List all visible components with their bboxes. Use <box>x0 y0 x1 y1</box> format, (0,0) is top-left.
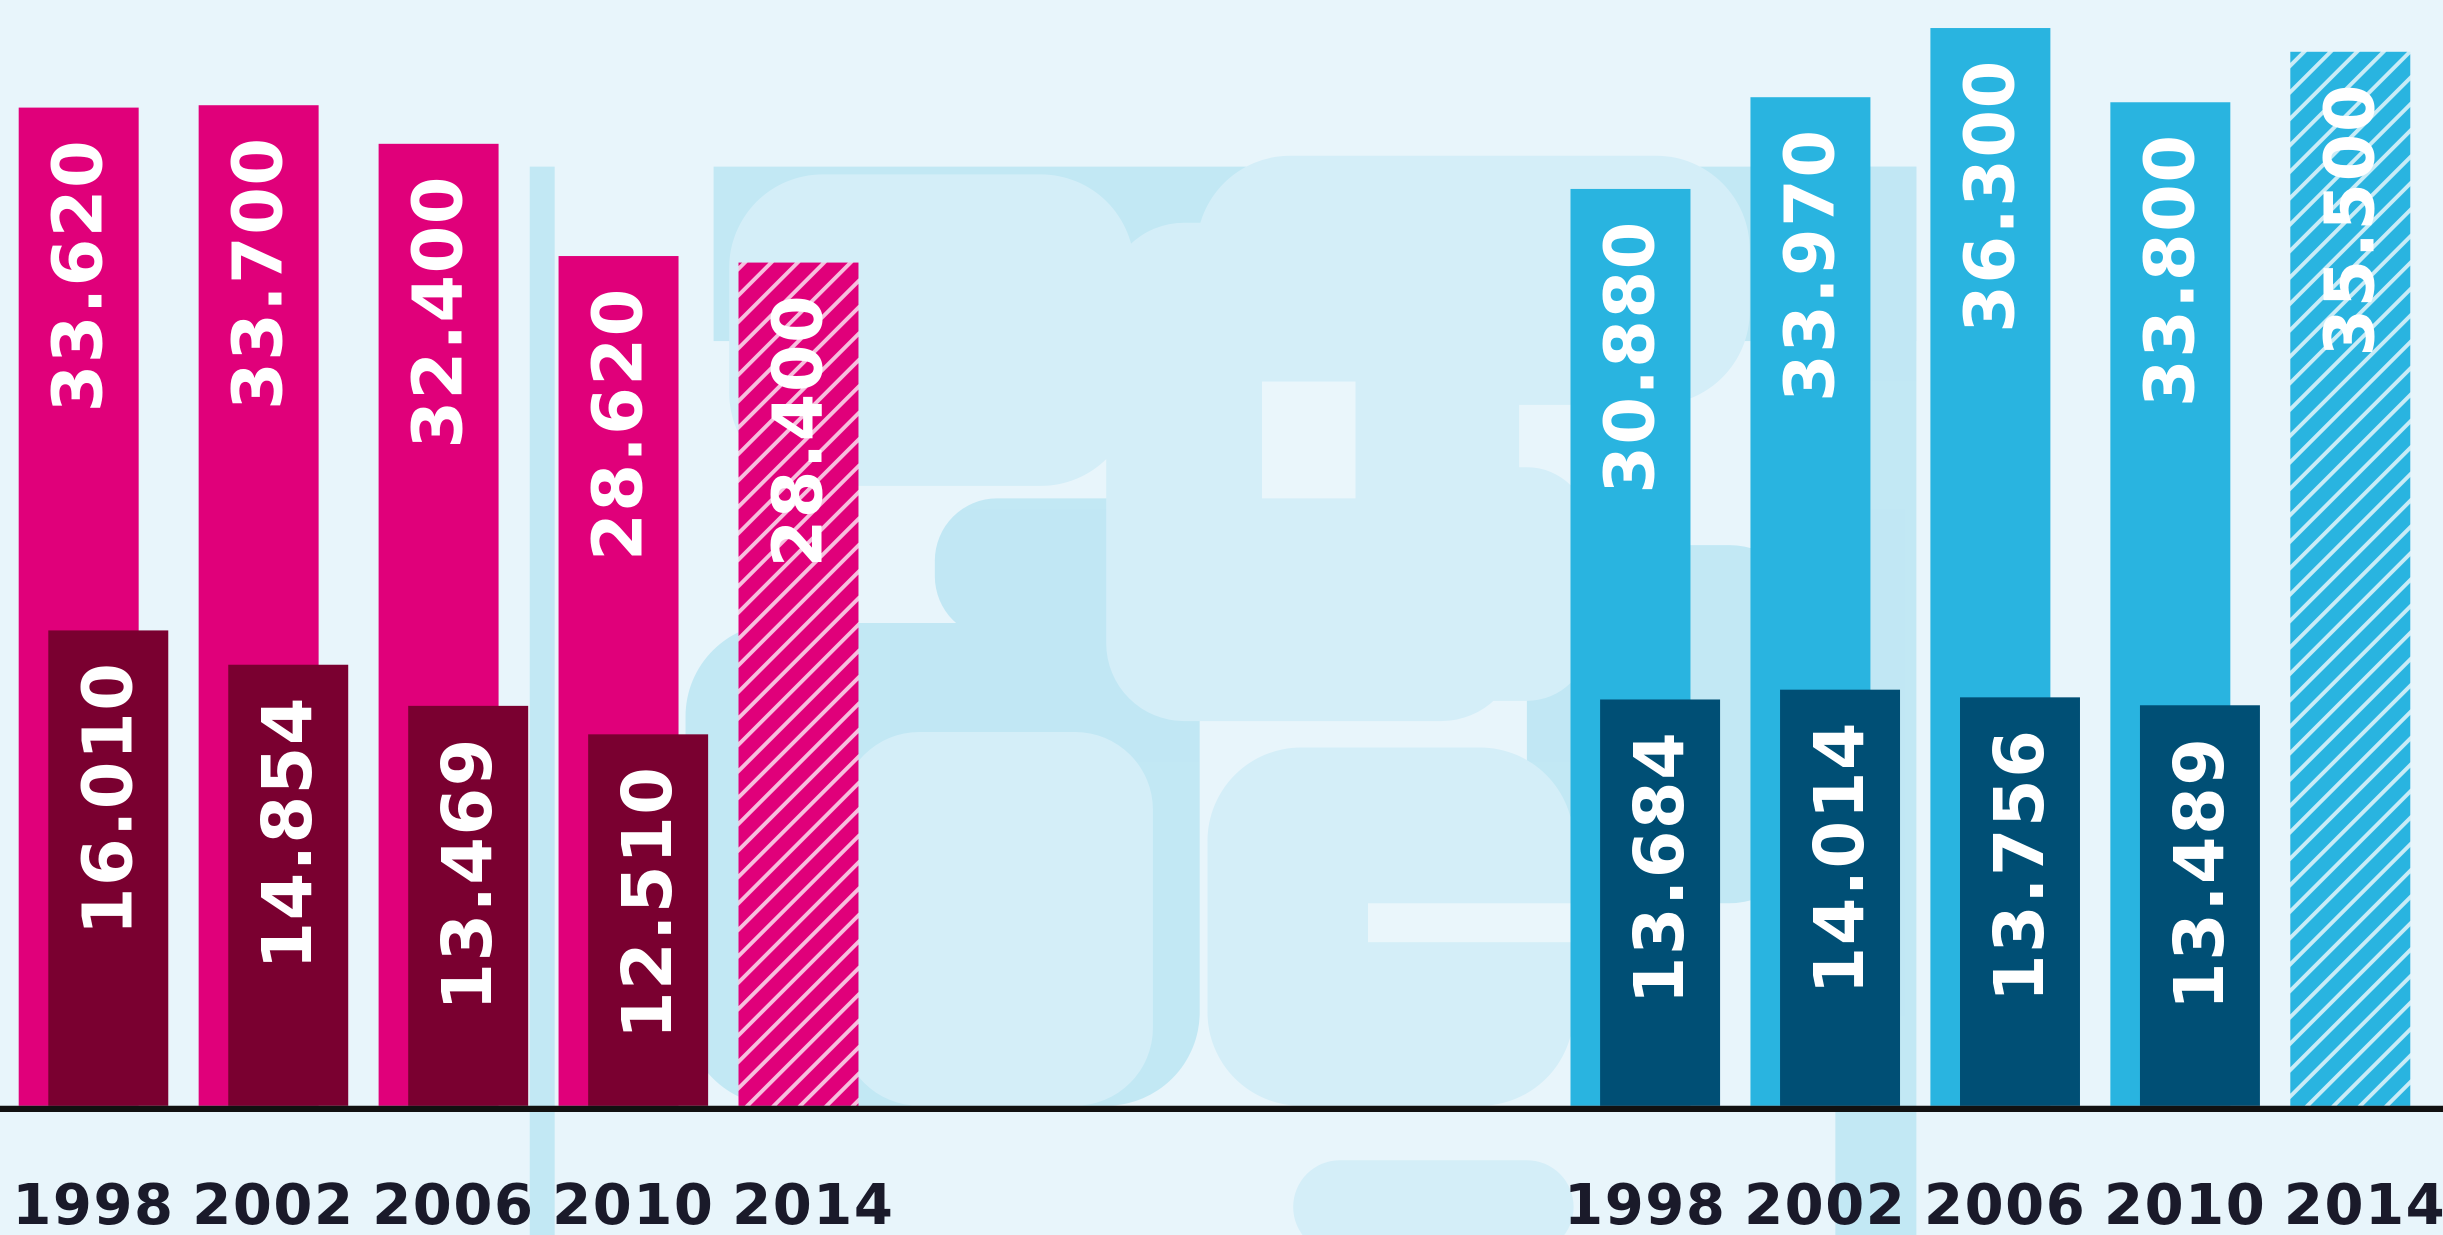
x-tick-label: 2006 <box>1924 1173 2086 1235</box>
value-label: 16.010 <box>68 662 148 936</box>
value-label: 13.756 <box>1980 728 2060 1002</box>
x-tick-label: 2002 <box>192 1173 354 1235</box>
chart: 33.620 33.700 32.400 28.620 28.400 16.010 14.8… <box>0 0 2443 1235</box>
value-label: 33.970 <box>1770 128 1850 402</box>
value-label: 12.510 <box>608 765 688 1039</box>
value-label: 13.489 <box>2160 736 2240 1010</box>
value-label: 35.500 <box>2310 83 2390 357</box>
value-label: 36.300 <box>1950 59 2030 333</box>
x-tick-label: 2010 <box>2104 1173 2266 1235</box>
x-tick-label: 2010 <box>552 1173 714 1235</box>
value-label: 14.854 <box>248 696 328 970</box>
value-label: 33.800 <box>2130 133 2210 407</box>
value-label: 28.620 <box>579 287 659 561</box>
value-label: 13.684 <box>1620 731 1700 1005</box>
x-tick-label: 1998 <box>1564 1173 1726 1235</box>
x-tick-label: 2006 <box>372 1173 534 1235</box>
value-label: 30.880 <box>1590 220 1670 494</box>
x-tick-label: 1998 <box>12 1173 174 1235</box>
page: {"chart_data": [ {"type": "bar", "catego… <box>0 0 2443 1235</box>
x-tick-label: 2014 <box>2284 1173 2443 1235</box>
value-label: 33.700 <box>219 136 299 410</box>
value-label: 13.469 <box>428 737 508 1011</box>
value-label: 33.620 <box>39 139 119 413</box>
value-label: 32.400 <box>399 175 479 449</box>
value-label: 14.014 <box>1800 721 1880 995</box>
x-tick-label: 2014 <box>732 1173 894 1235</box>
x-tick-label: 2002 <box>1744 1173 1906 1235</box>
value-label: 28.400 <box>758 294 838 568</box>
